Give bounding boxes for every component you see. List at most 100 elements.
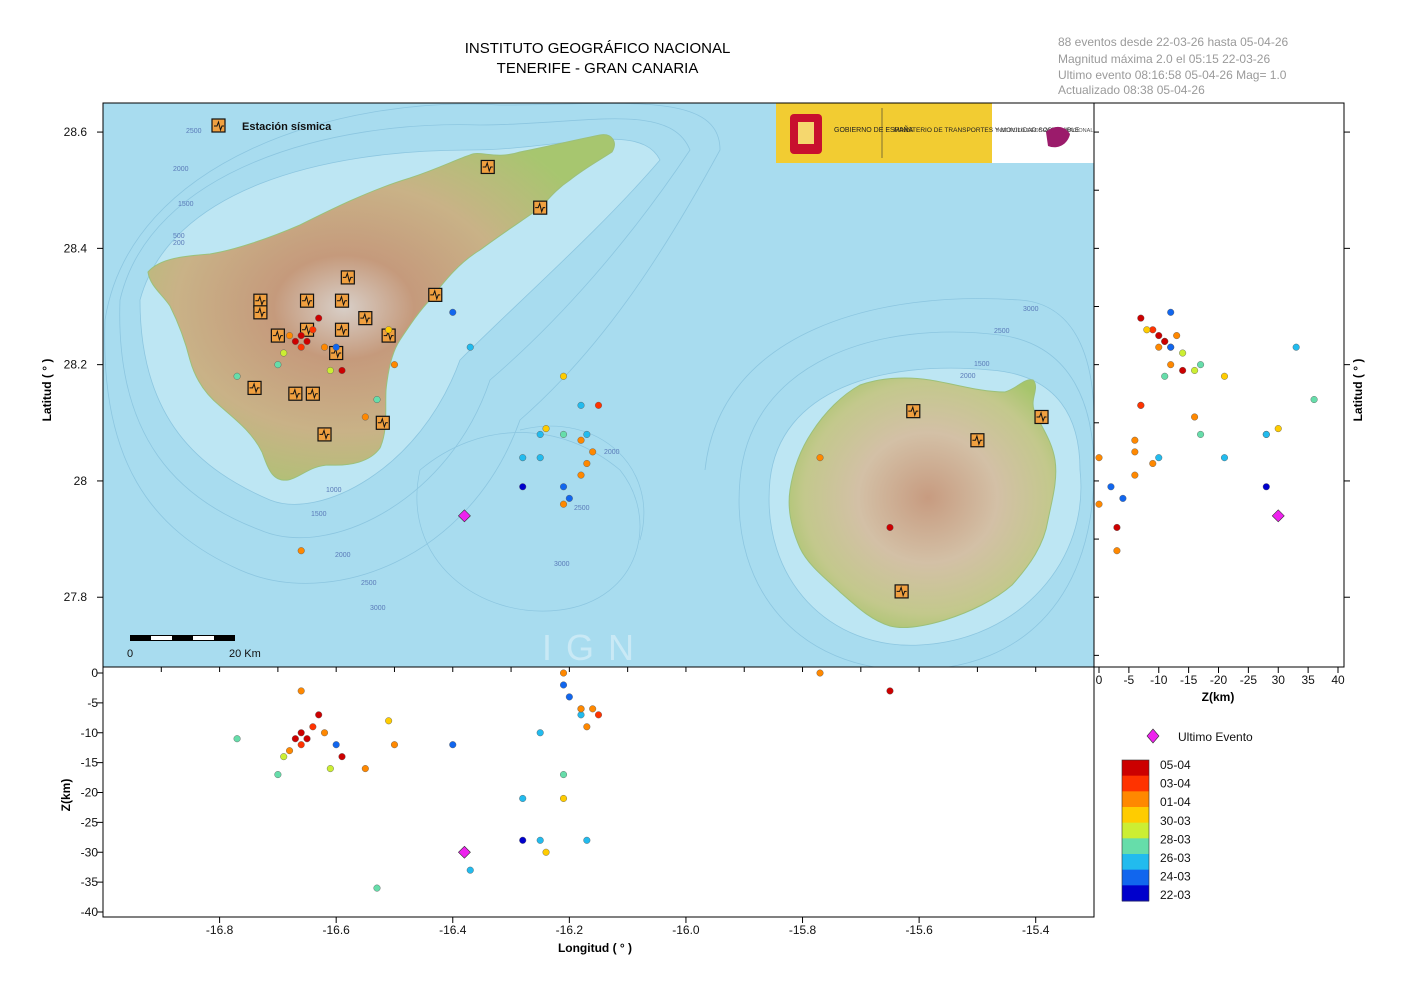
z-axis-label-right: Z(km) (1202, 690, 1235, 704)
contour-label: 2000 (335, 552, 351, 559)
ign-watermark: IGN (542, 627, 648, 668)
colorbar-label: 26-03 (1160, 851, 1191, 865)
last-event-marker (457, 509, 471, 523)
lat-tick-label: 28.6 (64, 125, 88, 139)
event-point (1191, 366, 1199, 374)
colorbar-label: 01-04 (1160, 795, 1191, 809)
event-point (560, 771, 568, 779)
event-point (1113, 523, 1121, 531)
event-point (1113, 547, 1121, 555)
event-point (303, 735, 311, 743)
contour-label: 2500 (574, 505, 590, 512)
event-point (816, 454, 824, 462)
event-point (1131, 448, 1139, 456)
seismic-station-icon (340, 270, 355, 285)
info-updated: Actualizado 08:38 05-04-26 (1058, 83, 1205, 97)
event-point (280, 349, 288, 357)
event-point (1143, 326, 1151, 334)
event-point (1173, 332, 1181, 340)
event-point (560, 483, 568, 491)
event-point (1131, 436, 1139, 444)
seismic-station-icon (317, 427, 332, 442)
event-point (583, 459, 591, 467)
event-point (519, 836, 527, 844)
gran-canaria-island (788, 377, 1057, 629)
event-point (1191, 413, 1199, 421)
logo-gobierno-text: GOBIERNO DE ESPAÑA (834, 125, 914, 134)
event-point (1310, 396, 1318, 404)
z-tick-label: -25 (81, 815, 99, 829)
seismic-station-icon (906, 404, 921, 419)
event-point (390, 361, 398, 369)
event-legend: Ultimo Evento 05-04 03-04 01-04 30-03 28-03 2… (1121, 728, 1253, 902)
event-point (560, 681, 568, 689)
event-point (1292, 343, 1300, 351)
event-point (583, 836, 591, 844)
contour-label: 1000 (326, 487, 342, 494)
lon-tick-label: -16.0 (672, 923, 700, 937)
contour-label: 500 (173, 233, 185, 240)
event-point (274, 771, 282, 779)
event-point (1137, 314, 1145, 322)
event-point (1095, 500, 1103, 508)
axes-layer: 28.6 28.4 28.2 28 27.8 -16.8 -16.6 -16.4 -16.2 -1… (64, 125, 1350, 937)
event-point (373, 396, 381, 404)
event-point (560, 372, 568, 380)
event-point (233, 372, 241, 380)
z-tick-label: -35 (81, 875, 99, 889)
seismic-station-icon (270, 328, 285, 343)
contour-label: 2000 (604, 449, 620, 456)
last-event-diamond-icon (1146, 728, 1160, 744)
event-point (1131, 471, 1139, 479)
contour-label: 3000 (1023, 306, 1039, 313)
event-point (560, 794, 568, 802)
event-point (577, 711, 585, 719)
seismic-station-icon (533, 200, 548, 215)
last-event-marker (457, 845, 471, 859)
event-point (373, 884, 381, 892)
colorbar-segment (1122, 869, 1149, 886)
event-point (1220, 454, 1228, 462)
event-point (449, 741, 457, 749)
event-point (816, 669, 824, 677)
event-point (560, 669, 568, 677)
right-depth-panel (1093, 102, 1345, 668)
event-point (280, 753, 288, 761)
title-line-1: INSTITUTO GEOGRÁFICO NACIONAL (464, 40, 731, 57)
colorbar-segment (1122, 885, 1149, 902)
map-panel: 2500 2000 1500 500 200 1000 1500 2000 25… (102, 102, 1095, 668)
event-point (1155, 343, 1163, 351)
z-tick-label: -5 (1124, 673, 1135, 687)
event-point (1220, 372, 1228, 380)
event-point (297, 741, 305, 749)
event-point (315, 314, 323, 322)
seismic-station-icon (211, 118, 226, 133)
contour-label: 2000 (960, 373, 976, 380)
event-point (291, 337, 299, 345)
contour-label: 2000 (173, 166, 189, 173)
seismic-station-icon (253, 305, 268, 320)
station-legend: Estación sísmica (211, 118, 332, 133)
event-point (577, 401, 585, 409)
colorbar-segment (1122, 822, 1149, 839)
event-point (1262, 483, 1270, 491)
z-tick-label: 0 (1096, 673, 1103, 687)
event-point (565, 494, 573, 502)
event-point (577, 705, 585, 713)
event-point (309, 326, 317, 334)
z-tick-label: 30 (1272, 673, 1286, 687)
event-point (1155, 454, 1163, 462)
seismic-station-icon (1034, 409, 1049, 425)
event-point (286, 332, 294, 340)
info-events-count: 88 eventos desde 22-03-26 hasta 05-04-26 (1058, 35, 1289, 49)
z-tick-label: 0 (91, 666, 98, 680)
event-point (1197, 361, 1205, 369)
event-point (1149, 326, 1157, 334)
event-point (577, 436, 585, 444)
event-point (297, 729, 305, 737)
seismic-station-icon (334, 322, 350, 337)
lon-tick-label: -16.8 (206, 923, 234, 937)
event-point (1095, 454, 1103, 462)
lon-tick-label: -15.4 (1022, 923, 1050, 937)
event-point (1137, 401, 1145, 409)
